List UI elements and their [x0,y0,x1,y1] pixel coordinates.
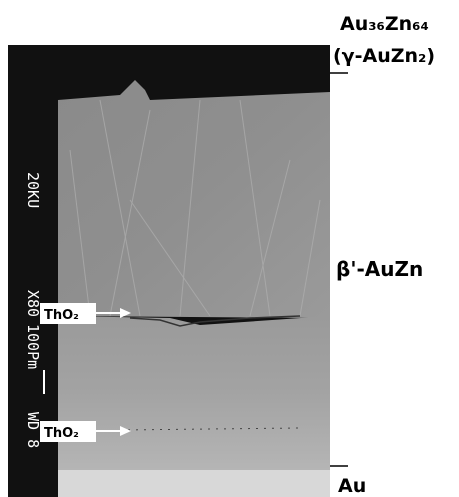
marker-label: ThO₂ [44,308,79,323]
sem-scale: 100Pm [24,324,42,369]
phase-name: (γ-AuZn₂) [333,45,435,67]
marker-label: ThO₂ [44,426,79,441]
sem-wd: WD 8 [24,412,42,448]
phase-bottom: Au [338,475,366,497]
phase-middle: β'-AuZn [336,257,423,281]
sem-magnification: X80 [24,290,42,317]
phase-formula: Au₃₆Zn₆₄ [340,13,429,35]
sem-voltage: 20KU [24,172,42,208]
figure: 20KU X80 100Pm WD 8 ThO₂ ThO₂ Au₃₆Zn₆₄ (… [0,0,459,497]
